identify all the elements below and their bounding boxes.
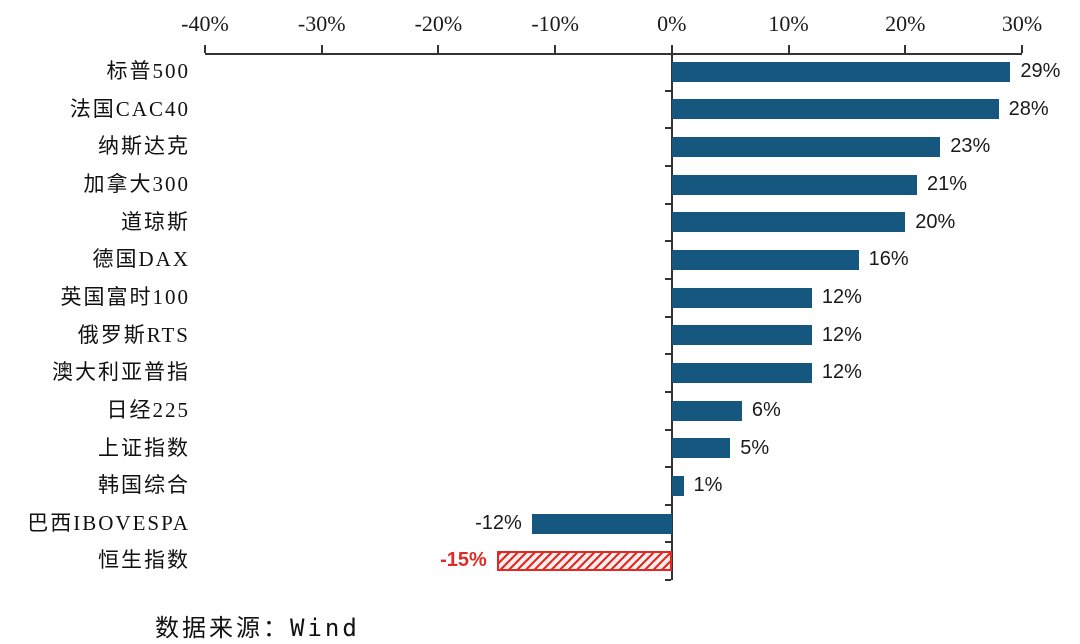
bar: [671, 212, 906, 233]
value-label: 5%: [740, 436, 770, 459]
category-label: 加拿大300: [83, 171, 190, 196]
y-axis-tick: [664, 240, 671, 243]
y-axis-tick: [664, 164, 671, 167]
value-label: 23%: [950, 135, 991, 158]
x-axis-tick-label: 10%: [768, 11, 809, 36]
bar: [671, 438, 731, 459]
value-label: 12%: [821, 285, 862, 308]
category-label: 标普500: [106, 59, 190, 83]
bar: [531, 513, 672, 534]
category-label: 恒生指数: [98, 548, 190, 573]
x-axis-tick-label: -30%: [297, 11, 346, 36]
x-axis-tick: [437, 45, 440, 53]
x-axis-tick: [320, 45, 323, 53]
x-axis-tick: [670, 45, 673, 53]
x-axis-tick-label: -10%: [531, 11, 579, 36]
bar: [671, 174, 917, 195]
value-label: 20%: [915, 210, 956, 233]
y-axis-tick: [664, 579, 671, 582]
bar: [671, 137, 941, 158]
bar: [671, 287, 812, 308]
x-axis-tick: [904, 45, 907, 53]
data-source-label: 数据来源：Wind: [155, 614, 360, 642]
value-label: -15%: [440, 549, 487, 572]
y-axis-tick: [664, 89, 671, 92]
y-axis-tick: [664, 428, 671, 431]
category-label: 澳大利亚普指: [52, 360, 190, 385]
x-axis-tick-label: 20%: [885, 11, 926, 36]
x-axis-tick: [204, 45, 206, 53]
x-axis-tick-label: -40%: [181, 11, 229, 36]
value-label: -12%: [475, 511, 522, 534]
value-label: 28%: [1008, 97, 1049, 120]
y-axis-tick: [664, 202, 671, 205]
bar: [671, 61, 1011, 82]
category-label: 纳斯达克: [98, 134, 190, 159]
bar: [671, 363, 812, 384]
y-axis-tick: [664, 503, 671, 506]
zero-axis-line: [670, 53, 673, 581]
category-label: 法国CAC40: [69, 96, 190, 121]
value-label: 21%: [926, 172, 967, 195]
category-label: 巴西IBOVESPA: [27, 510, 190, 535]
bar: [671, 475, 684, 496]
x-axis-tick-label: 30%: [1001, 11, 1043, 36]
x-axis-tick-label: -20%: [414, 11, 463, 36]
value-label: 16%: [868, 248, 909, 271]
x-axis-tick: [1021, 45, 1023, 53]
y-axis-tick: [664, 353, 671, 356]
x-axis-tick: [787, 45, 790, 53]
bar-hatched: [496, 551, 672, 572]
category-label: 日经225: [106, 397, 190, 422]
value-label: 12%: [821, 361, 862, 384]
bar: [671, 99, 999, 120]
category-label: 上证指数: [98, 435, 190, 460]
y-axis-tick: [664, 277, 671, 280]
value-label: 1%: [693, 474, 723, 497]
value-label: 6%: [751, 398, 781, 421]
category-label: 俄罗斯RTS: [77, 322, 190, 347]
value-label: 12%: [821, 323, 862, 346]
category-label: 道琼斯: [121, 209, 190, 234]
bar: [671, 325, 812, 346]
x-axis-tick-label: 0%: [657, 11, 687, 36]
bar: [671, 250, 859, 271]
x-axis-tick: [554, 45, 557, 53]
category-label: 英国富时100: [60, 284, 190, 309]
y-axis-tick: [664, 315, 671, 318]
category-label: 韩国综合: [98, 473, 190, 498]
bar: [671, 400, 742, 421]
category-label: 德国DAX: [92, 247, 190, 272]
y-axis-tick: [664, 466, 671, 469]
x-axis-line: [205, 53, 1022, 55]
y-axis-tick: [664, 127, 671, 130]
value-label: 29%: [1020, 60, 1061, 82]
y-axis-tick: [664, 541, 671, 544]
y-axis-tick: [664, 390, 671, 393]
